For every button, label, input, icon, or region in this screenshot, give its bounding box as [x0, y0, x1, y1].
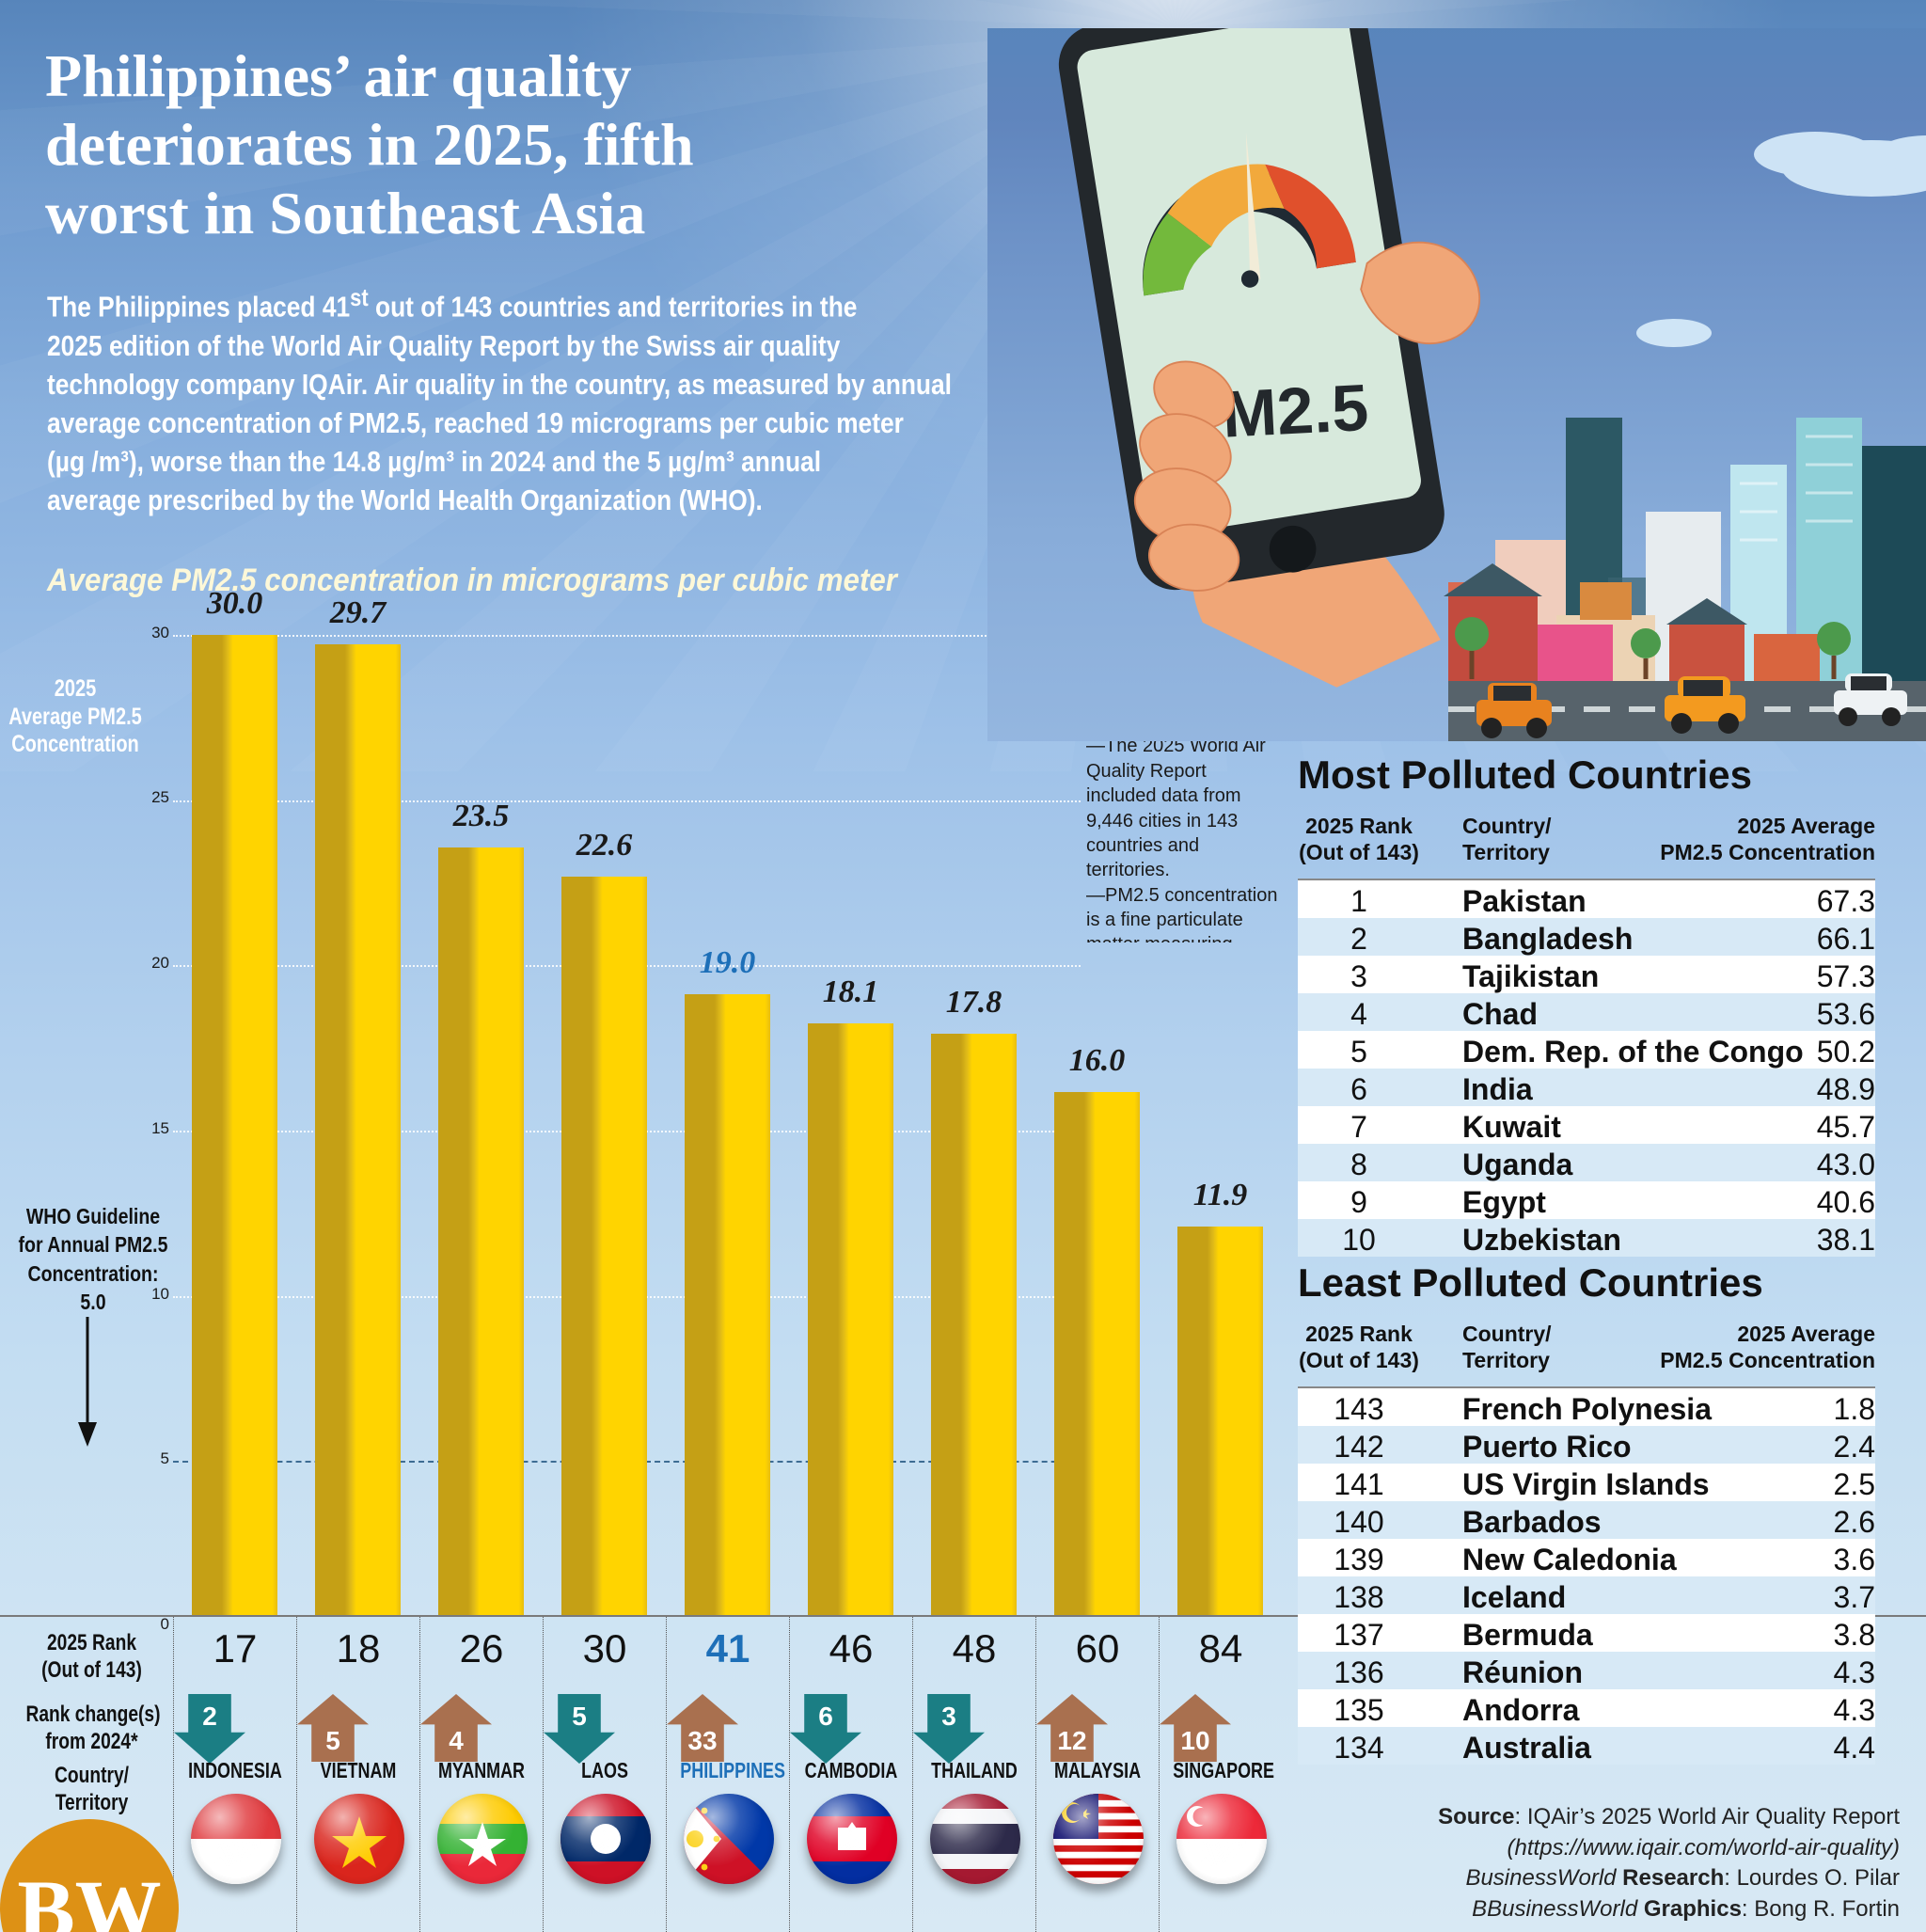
- svg-text:BW: BW: [17, 1862, 161, 1932]
